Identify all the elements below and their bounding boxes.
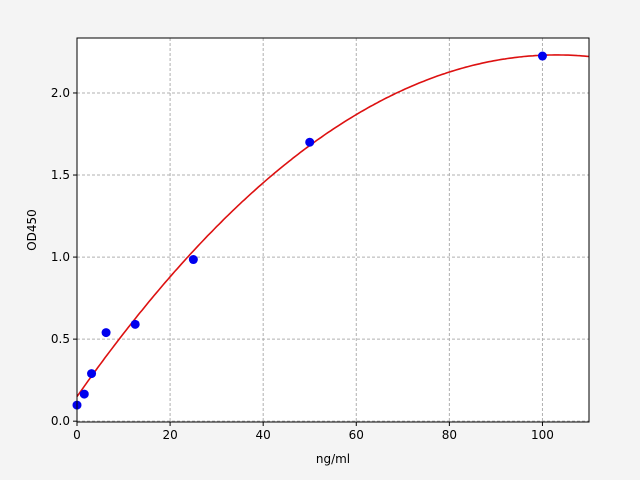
data-point: [130, 319, 140, 329]
x-tick-label: 100: [531, 428, 554, 442]
x-axis-label: ng/ml: [316, 452, 350, 466]
y-tick-label: 1.5: [51, 168, 70, 182]
data-point: [79, 389, 89, 399]
y-axis-ticks: 0.0 0.5 1.0 1.5 2.0: [51, 86, 77, 428]
grid: [76, 38, 589, 422]
x-tick-label: 20: [162, 428, 177, 442]
data-point: [101, 328, 111, 338]
x-axis-ticks: 0 20 40 60 80 100: [73, 422, 554, 442]
y-tick-label: 2.0: [51, 86, 70, 100]
x-tick-label: 80: [442, 428, 457, 442]
plot-frame: [76, 37, 590, 423]
y-tick-label: 1.0: [51, 250, 70, 264]
data-point: [188, 255, 198, 265]
y-axis-label: OD450: [25, 209, 39, 251]
x-tick-label: 0: [73, 428, 81, 442]
fit-curve-group: [76, 54, 590, 398]
x-tick-label: 60: [349, 428, 364, 442]
data-point: [305, 137, 315, 147]
x-tick-label: 40: [256, 428, 271, 442]
data-point: [537, 51, 547, 61]
data-point: [87, 369, 97, 379]
y-tick-label: 0.0: [51, 414, 70, 428]
y-tick-label: 0.5: [51, 332, 70, 346]
plot-area: [77, 38, 589, 422]
fit-curve: [76, 54, 590, 398]
